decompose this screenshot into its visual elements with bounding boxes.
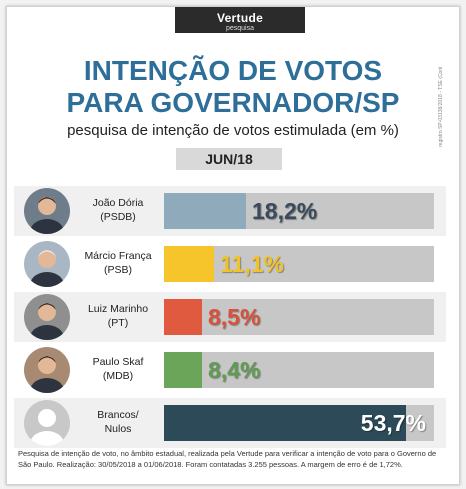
bar-row: Brancos/ Nulos 53,7% — [14, 398, 446, 448]
candidate-label: Márcio França (PSB) — [76, 249, 160, 277]
bar-row: Paulo Skaf (MDB) 8,4% — [14, 345, 446, 395]
bar — [164, 246, 214, 282]
candidate-photo-icon — [24, 347, 70, 393]
bar — [164, 299, 202, 335]
generic-person-icon — [24, 400, 70, 446]
brand-subtitle: pesquisa — [225, 25, 255, 32]
methodology-footnote: Pesquisa de intenção de voto, no âmbito … — [18, 449, 437, 469]
brand-name: Vertude — [216, 11, 264, 25]
candidate-name: Brancos/ — [97, 409, 139, 421]
candidate-party: (MDB) — [102, 370, 134, 382]
chart-title-line1: INTENÇÃO DE VOTOS — [83, 55, 383, 86]
candidate-photo-icon — [24, 294, 70, 340]
candidate-party: Nulos — [104, 423, 132, 435]
candidate-label: Luiz Marinho (PT) — [76, 302, 160, 330]
value-label: 53,7% — [360, 410, 426, 436]
candidate-name: João Dória — [92, 197, 144, 209]
candidate-party: (PT) — [107, 317, 129, 329]
candidate-label: Brancos/ Nulos — [76, 408, 160, 436]
period-badge: JUN/18 — [176, 148, 282, 170]
value-label: 8,4% — [208, 357, 261, 383]
bar-track: 53,7% — [164, 405, 434, 441]
bar-track: 11,1% — [164, 246, 434, 282]
value-label: 8,5% — [208, 304, 261, 330]
candidate-label: João Dória (PSDB) — [76, 196, 160, 224]
brand-logo: Vertude pesquisa — [175, 7, 305, 33]
bar-row: Márcio França (PSB) 11,1% — [14, 239, 446, 289]
candidate-party: (PSDB) — [100, 211, 136, 223]
bar — [164, 352, 202, 388]
value-label: 11,1% — [220, 251, 284, 277]
candidate-label: Paulo Skaf (MDB) — [76, 355, 160, 383]
candidate-photo-icon — [24, 188, 70, 234]
candidate-photo-icon — [24, 241, 70, 287]
candidate-name: Márcio França — [84, 250, 152, 262]
candidate-name: Paulo Skaf — [92, 356, 144, 368]
candidate-name: Luiz Marinho — [87, 303, 149, 315]
chart-title-line2: PARA GOVERNADOR/SP — [66, 87, 400, 118]
bar-track: 8,4% — [164, 352, 434, 388]
value-label: 18,2% — [252, 198, 318, 224]
bar-row: João Dória (PSDB) 18,2% — [14, 186, 446, 236]
chart-subtitle: pesquisa de intenção de votos estimulada… — [67, 122, 399, 139]
bar-track: 8,5% — [164, 299, 434, 335]
bar-track: 18,2% — [164, 193, 434, 229]
bar — [164, 405, 406, 441]
bar — [164, 193, 246, 229]
bar-row: Luiz Marinho (PT) 8,5% — [14, 292, 446, 342]
candidate-party: (PSB) — [103, 264, 132, 276]
